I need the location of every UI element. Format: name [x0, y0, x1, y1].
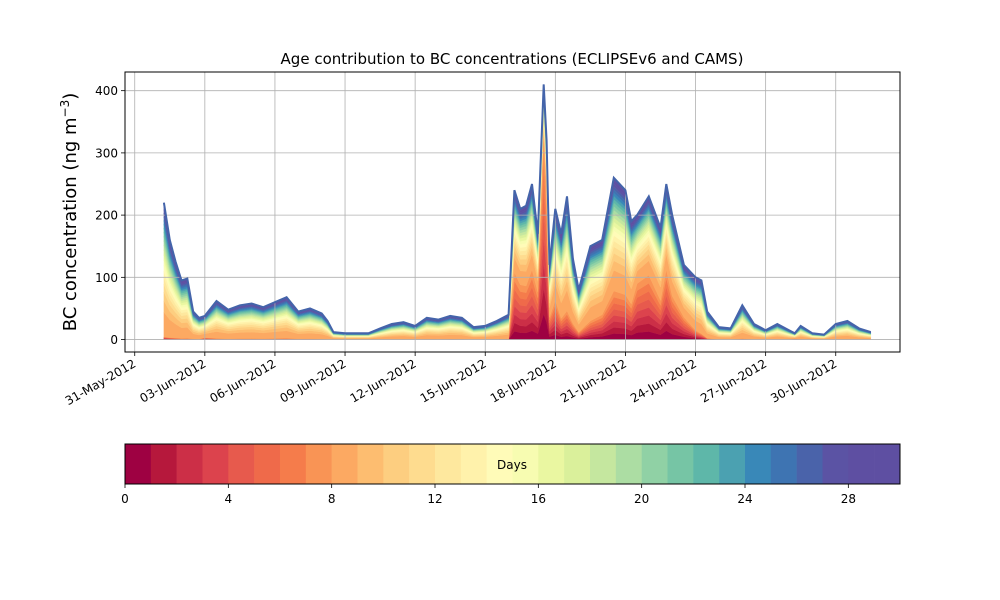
colorbar-cell-11 [409, 444, 436, 484]
colorbar-tick-label: 0 [121, 492, 129, 506]
colorbar-tick-label: 20 [634, 492, 649, 506]
y-axis-label-superscript: −3 [58, 100, 72, 118]
colorbar-cell-21 [667, 444, 694, 484]
colorbar-cell-14 [486, 444, 513, 484]
colorbar-cell-13 [460, 444, 487, 484]
colorbar-tick-label: 12 [427, 492, 442, 506]
colorbar-cell-15 [512, 444, 539, 484]
y-tick-label: 400 [95, 84, 118, 98]
colorbar-tick-label: 16 [531, 492, 546, 506]
colorbar: Days 0 4 8 12 16 20 24 28 [121, 443, 901, 506]
colorbar-frame [124, 443, 901, 485]
colorbar-cell-4 [228, 444, 255, 484]
plot-area [124, 71, 901, 353]
y-tick-label: 300 [95, 146, 118, 160]
colorbar-cell-27 [822, 444, 849, 484]
colorbar-cell-7 [305, 444, 332, 484]
colorbar-tick-label: 8 [328, 492, 336, 506]
colorbar-cell-0 [125, 444, 152, 484]
plot-frame [124, 71, 901, 353]
y-axis-label: BC concentration (ng m−3) [58, 93, 81, 332]
y-axis-label-close: ) [60, 93, 81, 100]
y-tick-label: 100 [95, 271, 118, 285]
colorbar-cell-6 [280, 444, 307, 484]
y-tick-label: 0 [110, 333, 118, 347]
colorbar-cell-20 [641, 444, 668, 484]
colorbar-label: Days [497, 458, 527, 472]
colorbar-cell-2 [176, 444, 203, 484]
y-tick-label: 200 [95, 209, 118, 223]
colorbar-tick-label: 24 [737, 492, 752, 506]
colorbar-cells [125, 444, 901, 484]
colorbar-cell-16 [538, 444, 565, 484]
y-axis-label-main: BC concentration (ng m [60, 117, 81, 331]
colorbar-cell-12 [435, 444, 462, 484]
colorbar-cell-9 [357, 444, 384, 484]
colorbar-cell-8 [331, 444, 358, 484]
colorbar-cell-26 [796, 444, 823, 484]
colorbar-cell-22 [693, 444, 720, 484]
colorbar-cell-23 [719, 444, 746, 484]
colorbar-cell-1 [150, 444, 177, 484]
colorbar-cell-19 [615, 444, 642, 484]
y-axis: 0 100 200 300 400 [95, 84, 125, 347]
colorbar-cell-28 [848, 444, 875, 484]
colorbar-cell-17 [564, 444, 591, 484]
colorbar-cell-18 [590, 444, 617, 484]
colorbar-cell-5 [254, 444, 281, 484]
colorbar-tick-label: 28 [841, 492, 856, 506]
colorbar-cell-29 [874, 444, 901, 484]
colorbar-ticks: 0 4 8 12 16 20 24 28 [121, 484, 856, 506]
colorbar-tick-label: 4 [225, 492, 233, 506]
colorbar-cell-3 [202, 444, 229, 484]
total-concentration-line [162, 84, 872, 336]
colorbar-cell-24 [745, 444, 772, 484]
colorbar-cell-10 [383, 444, 410, 484]
chart-title: Age contribution to BC concentrations (E… [281, 50, 744, 68]
colorbar-cell-25 [770, 444, 797, 484]
